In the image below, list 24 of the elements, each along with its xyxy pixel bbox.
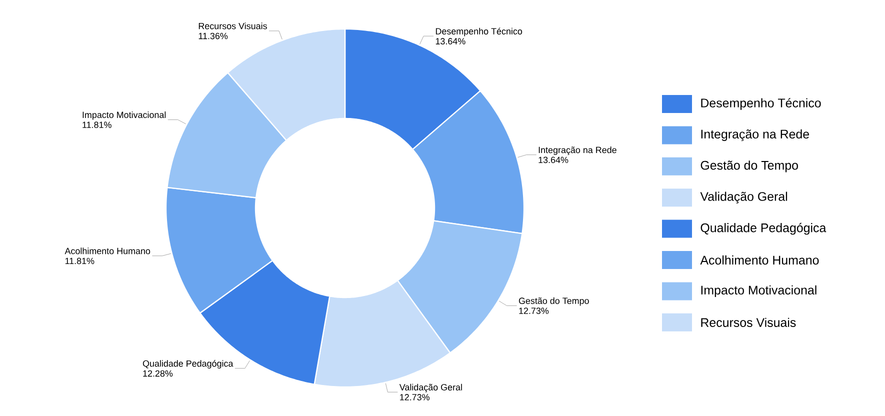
slice-label: Acolhimento Humano	[64, 248, 150, 254]
data-label: 11.81%	[65, 258, 94, 264]
slice-label: Qualidade Pedagógica	[142, 360, 234, 368]
slice-label: Desempenho Técnico	[436, 28, 522, 36]
slice-label: Validação Geral	[399, 384, 462, 392]
slice-label: Impacto Motivacional	[82, 111, 166, 120]
legend-label: Acolhimento Humano	[700, 255, 819, 265]
data-label: 13.64%	[538, 156, 568, 164]
data-label: 13.64%	[436, 38, 466, 44]
legend-label: Desempenho Técnico	[701, 98, 821, 110]
slice-label: Recursos Visuais	[198, 22, 267, 30]
legend-label: Recursos Visuais	[701, 318, 796, 327]
slice-label: Integração na Rede	[538, 146, 616, 155]
legend-label: Integração na Rede	[701, 129, 810, 142]
data-label: 12.73%	[519, 308, 549, 314]
data-label: 11.36%	[198, 32, 228, 40]
data-label: 12.28%	[143, 370, 173, 377]
slice-label: Gestão do Tempo	[518, 297, 589, 306]
legend-label: Validação Geral	[700, 192, 788, 204]
legend-label: Gestão do Tempo	[700, 160, 798, 172]
legend-label: Qualidade Pedagógica	[700, 222, 826, 235]
data-label: 12.73%	[400, 394, 430, 400]
data-label: 11.81%	[82, 122, 112, 128]
legend-label: Impacto Motivacional	[701, 285, 816, 297]
